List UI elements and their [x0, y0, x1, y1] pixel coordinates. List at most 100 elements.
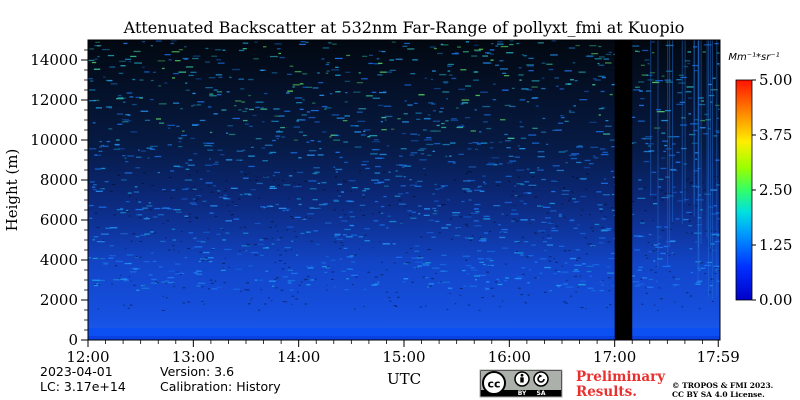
speckle — [217, 62, 225, 64]
speckle — [457, 46, 461, 48]
speckle — [361, 134, 366, 136]
speckle — [456, 107, 459, 109]
gap-speckle — [589, 243, 592, 245]
preliminary-line-2: Results. — [576, 384, 637, 400]
speckle — [535, 105, 539, 107]
speckle — [317, 182, 321, 184]
speckle — [134, 62, 142, 64]
colorbar-unit: Mm⁻¹*sr⁻¹ — [728, 52, 779, 63]
speckle — [135, 167, 141, 169]
speckle — [491, 157, 500, 159]
speckle — [516, 276, 524, 278]
no-data-band — [614, 40, 633, 340]
speckle — [688, 225, 693, 227]
speckle — [644, 59, 650, 61]
gap-speckle — [280, 236, 283, 238]
gap-speckle — [660, 298, 663, 300]
speckle — [277, 130, 280, 132]
speckle — [287, 280, 291, 282]
speckle — [531, 97, 537, 99]
speckle — [374, 283, 380, 285]
speckle — [469, 285, 478, 287]
gap-speckle — [504, 263, 507, 265]
speckle — [605, 62, 612, 64]
speckle — [369, 54, 373, 56]
gap-speckle — [464, 223, 468, 225]
speckle — [178, 145, 183, 148]
speckle — [319, 148, 322, 150]
speckle — [444, 82, 448, 84]
speckle — [550, 210, 557, 212]
gap-speckle — [604, 203, 607, 205]
speckle — [296, 185, 302, 187]
gap-speckle — [254, 254, 258, 256]
speckle — [504, 104, 511, 107]
gap-speckle — [168, 177, 172, 178]
gap-speckle — [155, 281, 158, 283]
speckle — [526, 89, 533, 91]
gap-speckle — [563, 301, 566, 303]
speckle — [415, 182, 418, 184]
speckle — [465, 117, 471, 119]
gap-speckle — [632, 201, 635, 202]
gap-speckle — [339, 194, 342, 196]
speckle — [514, 156, 521, 158]
gap-speckle — [661, 199, 664, 201]
gap-speckle — [459, 216, 463, 218]
gap-speckle — [224, 258, 226, 259]
gap-speckle — [263, 238, 267, 240]
speckle — [611, 285, 616, 287]
speckle — [261, 107, 264, 109]
speckle — [364, 240, 370, 242]
gap-speckle — [207, 238, 209, 240]
gap-speckle — [223, 282, 226, 284]
y-tick-label: 0 — [68, 331, 78, 349]
speckle — [271, 285, 275, 287]
speckle — [215, 49, 222, 51]
speckle — [297, 171, 304, 174]
gap-speckle — [660, 195, 664, 197]
speckle — [678, 74, 684, 76]
speckle — [330, 259, 336, 261]
speckle — [384, 119, 387, 121]
speckle — [127, 192, 132, 194]
speckle — [212, 163, 219, 165]
speckle — [514, 252, 519, 254]
gap-speckle — [271, 221, 274, 223]
speckle — [239, 194, 243, 196]
gap-speckle — [518, 242, 521, 243]
speckle — [399, 164, 407, 166]
speckle — [154, 155, 162, 158]
speckle — [171, 189, 176, 191]
speckle — [483, 218, 491, 220]
speckle — [313, 167, 320, 169]
speckle — [373, 63, 380, 65]
gap-speckle — [441, 204, 444, 206]
speckle — [381, 116, 387, 119]
speckle — [695, 199, 704, 201]
gap-speckle — [266, 238, 269, 240]
gap-speckle — [608, 290, 611, 292]
speckle — [432, 207, 437, 210]
gap-speckle — [601, 227, 604, 229]
gap-speckle — [478, 220, 481, 222]
gap-speckle — [225, 188, 227, 190]
speckle — [599, 148, 606, 150]
speckle — [256, 182, 263, 185]
speckle — [317, 72, 320, 74]
speckle — [378, 50, 382, 52]
speckle — [607, 272, 614, 274]
speckle — [260, 254, 264, 256]
speckle — [351, 274, 358, 276]
speckle — [565, 162, 568, 164]
speckle — [356, 111, 363, 113]
speckle — [248, 165, 255, 168]
speckle — [537, 42, 544, 44]
speckle — [248, 155, 255, 157]
gap-speckle — [584, 237, 587, 239]
speckle — [663, 245, 669, 248]
speckle — [310, 265, 313, 267]
speckle — [479, 274, 486, 276]
speckle — [673, 284, 677, 287]
speckle — [696, 281, 701, 284]
